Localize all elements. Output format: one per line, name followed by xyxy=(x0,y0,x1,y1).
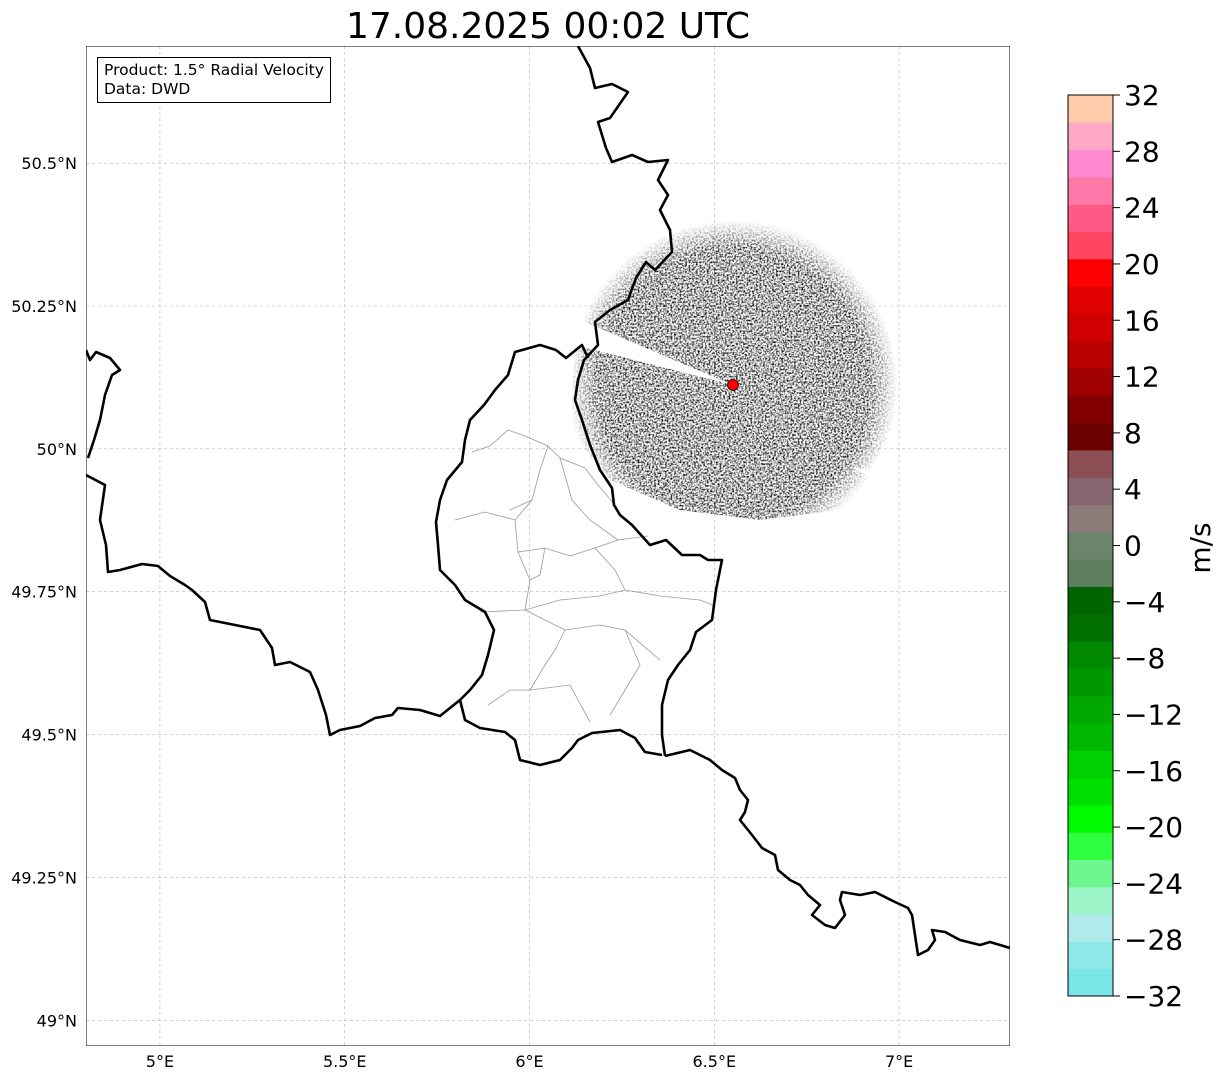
colorbar-band xyxy=(1068,941,1113,970)
colorbar-band xyxy=(1068,286,1113,314)
colorbar-band xyxy=(1068,722,1113,751)
colorbar-band xyxy=(1068,804,1113,833)
x-axis-ticks: 5°E 5.5°E 6°E 6.5°E 7°E xyxy=(146,1052,913,1071)
colorbar-tick-label: 24 xyxy=(1124,192,1160,225)
district-boundaries xyxy=(454,429,716,723)
product-info-box: Product: 1.5° Radial Velocity Data: DWD xyxy=(97,57,331,103)
colorbar-band xyxy=(1068,968,1113,997)
colorbar-band xyxy=(1068,95,1113,123)
colorbar-band xyxy=(1068,477,1113,506)
x-tick-label: 5°E xyxy=(146,1052,174,1071)
y-tick-label: 49.25°N xyxy=(11,868,77,887)
colorbar-band xyxy=(1068,668,1113,697)
radar-site-marker[interactable] xyxy=(727,379,739,391)
colorbar-unit-label: m/s xyxy=(1184,522,1217,573)
colorbar-tick-label: 20 xyxy=(1124,248,1160,281)
colorbar-tick-label: −32 xyxy=(1124,980,1183,1013)
colorbar-band xyxy=(1068,204,1113,233)
colorbar-band xyxy=(1068,914,1113,942)
inbound-strong-echoes xyxy=(600,175,905,385)
y-tick-label: 50.25°N xyxy=(11,297,77,316)
y-tick-label: 50°N xyxy=(37,440,77,459)
x-tick-label: 6.5°E xyxy=(693,1052,737,1071)
colorbar-tick-label: −20 xyxy=(1124,811,1183,844)
product-label: Product: 1.5° Radial Velocity xyxy=(104,61,324,79)
colorbar-tick-label: −8 xyxy=(1124,642,1165,675)
colorbar-tick-label: −28 xyxy=(1124,924,1183,957)
colorbar-band xyxy=(1068,531,1113,560)
colorbar-band xyxy=(1068,695,1113,724)
colorbar-tick-label: −24 xyxy=(1124,867,1183,900)
x-tick-label: 6°E xyxy=(515,1052,543,1071)
colorbar-tick-label: 12 xyxy=(1124,361,1160,394)
colorbar-band xyxy=(1068,422,1113,451)
colorbar-band xyxy=(1068,258,1113,287)
inbound-weak-echoes xyxy=(580,220,733,385)
outbound-strong-echoes xyxy=(620,385,790,495)
colorbar-band xyxy=(1068,149,1113,178)
colorbar-tick-label: −4 xyxy=(1124,586,1165,619)
colorbar-tick-label: 32 xyxy=(1124,79,1160,112)
colorbar-band xyxy=(1068,750,1113,779)
colorbar-band xyxy=(1068,368,1113,396)
y-tick-label: 50.5°N xyxy=(21,154,77,173)
colorbar-tick-label: 0 xyxy=(1124,530,1142,563)
colorbar-tick-label: 8 xyxy=(1124,417,1142,450)
y-axis-ticks: 50.5°N 50.25°N 50°N 49.75°N 49.5°N 49.25°N 49°… xyxy=(11,154,77,1030)
colorbar-band xyxy=(1068,395,1113,424)
colorbar-band xyxy=(1068,641,1113,669)
map-area[interactable] xyxy=(86,46,1010,1046)
colorbar-band xyxy=(1068,559,1113,587)
country-borders xyxy=(86,46,1010,957)
colorbar-band xyxy=(1068,176,1113,205)
colorbar-band xyxy=(1068,449,1113,478)
colorbar-band xyxy=(1068,832,1113,860)
colorbar-band xyxy=(1068,777,1113,806)
radar-echo-field xyxy=(570,175,905,520)
y-tick-label: 49.75°N xyxy=(11,583,77,602)
colorbar-band xyxy=(1068,504,1113,533)
colorbar-band xyxy=(1068,122,1113,151)
colorbar-tick-label: 28 xyxy=(1124,135,1160,168)
colorbar-band xyxy=(1068,886,1113,915)
colorbar-band xyxy=(1068,613,1113,642)
x-tick-label: 5.5°E xyxy=(323,1052,367,1071)
colorbar-tick-label: −12 xyxy=(1124,698,1183,731)
colorbar-tick-label: 16 xyxy=(1124,304,1160,337)
data-source-label: Data: DWD xyxy=(104,80,191,98)
colorbar-band xyxy=(1068,859,1113,888)
velocity-colorbar: 32 28 24 20 16 12 8 4 0 −4 −8 −12 −16 −20 −24 −28 −32 m/… xyxy=(1067,79,1217,1013)
colorbar-band xyxy=(1068,231,1113,260)
inbound-weak-echoes-east xyxy=(733,330,905,470)
x-tick-label: 7°E xyxy=(885,1052,913,1071)
colorbar-band xyxy=(1068,313,1113,342)
figure-title: 17.08.2025 00:02 UTC xyxy=(346,6,750,47)
colorbar-band xyxy=(1068,586,1113,615)
colorbar-band xyxy=(1068,340,1113,369)
y-tick-label: 49°N xyxy=(37,1011,77,1030)
colorbar-tick-label: 4 xyxy=(1124,473,1142,506)
y-tick-label: 49.5°N xyxy=(21,726,77,745)
colorbar-tick-label: −16 xyxy=(1124,755,1183,788)
gridlines xyxy=(86,46,1010,1046)
